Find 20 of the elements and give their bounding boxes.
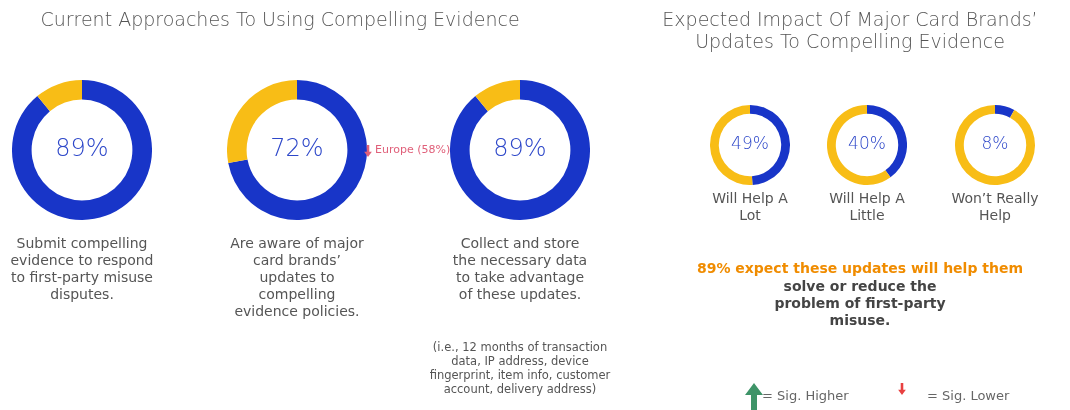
- text: Current Approaches To Using Compelling Evidence: [39, 8, 521, 30]
- text: Europe (58%): [375, 143, 451, 156]
- text: = Sig. Higher: [762, 388, 849, 403]
- text: Will Help A Lot: [711, 190, 789, 224]
- text: 89% expect these updates will help them: [695, 260, 1025, 276]
- data-label: 89%: [493, 134, 547, 163]
- text: Will Help A Little: [828, 190, 906, 224]
- text: solve or reduce the problem of first-party misuse.: [773, 278, 947, 329]
- text: Are aware of major card brands’ updates to compelling evidence policies.: [229, 235, 365, 320]
- data-label: 40%: [848, 133, 886, 154]
- data-label: 49%: [731, 133, 769, 154]
- data-label: 89%: [55, 134, 109, 163]
- text: Collect and store the necessary data to take advantage of these updates.: [451, 235, 589, 303]
- text: Submit compelling evidence to respond to first-party misuse disputes.: [9, 235, 155, 303]
- data-label: 72%: [270, 134, 324, 163]
- text: Expected Impact Of Major Card Brands’ Updates To Compelling Evidence: [661, 8, 1039, 52]
- text: = Sig. Lower: [927, 388, 1010, 403]
- text: Won’t Really Help: [950, 190, 1040, 224]
- text: (i.e., 12 months of transaction data, IP address, device fingerprint, item info, customer account, delivery address): [428, 340, 612, 396]
- data-label: 8%: [981, 133, 1009, 154]
